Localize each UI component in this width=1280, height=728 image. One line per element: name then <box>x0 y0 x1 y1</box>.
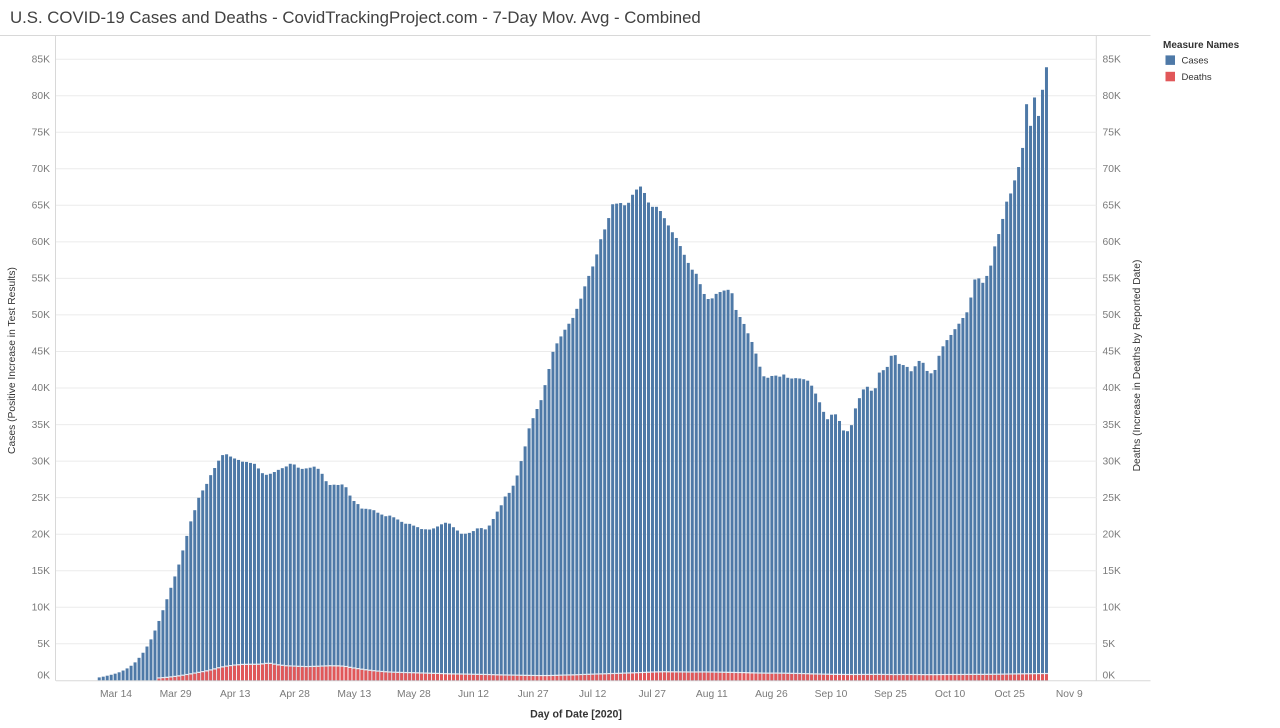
svg-text:85K: 85K <box>1103 54 1121 65</box>
svg-text:40K: 40K <box>32 383 50 394</box>
svg-text:Oct 25: Oct 25 <box>995 689 1026 700</box>
svg-text:Cases: Cases <box>1182 55 1209 66</box>
svg-text:45K: 45K <box>32 347 50 358</box>
svg-text:Mar 29: Mar 29 <box>160 689 192 700</box>
svg-text:Jul 12: Jul 12 <box>579 689 607 700</box>
svg-text:20K: 20K <box>32 529 50 540</box>
svg-text:Aug 11: Aug 11 <box>696 689 728 700</box>
svg-text:50K: 50K <box>1103 310 1121 321</box>
svg-text:Nov 9: Nov 9 <box>1056 689 1083 700</box>
svg-text:Apr 13: Apr 13 <box>220 689 251 700</box>
svg-text:May 28: May 28 <box>397 689 431 700</box>
svg-text:30K: 30K <box>32 456 50 467</box>
svg-text:Jun 12: Jun 12 <box>458 689 489 700</box>
svg-text:40K: 40K <box>1103 383 1121 394</box>
svg-text:75K: 75K <box>1103 128 1121 139</box>
svg-text:Sep 10: Sep 10 <box>815 689 848 700</box>
svg-text:60K: 60K <box>32 237 50 248</box>
svg-text:25K: 25K <box>1103 493 1121 504</box>
svg-text:May 13: May 13 <box>337 689 371 700</box>
svg-text:35K: 35K <box>32 420 50 431</box>
svg-text:55K: 55K <box>32 274 50 285</box>
svg-text:Oct 10: Oct 10 <box>935 689 966 700</box>
svg-text:60K: 60K <box>1103 237 1121 248</box>
svg-text:70K: 70K <box>1103 164 1121 175</box>
svg-text:Deaths (Increase in Deaths by: Deaths (Increase in Deaths by Reported D… <box>1132 260 1143 472</box>
svg-text:Apr 28: Apr 28 <box>280 689 311 700</box>
svg-text:Jun 27: Jun 27 <box>518 689 549 700</box>
svg-text:0K: 0K <box>37 670 50 681</box>
svg-text:Mar 14: Mar 14 <box>100 689 132 700</box>
svg-text:75K: 75K <box>32 128 50 139</box>
svg-text:Measure Names: Measure Names <box>1163 40 1240 51</box>
svg-text:Deaths: Deaths <box>1182 72 1212 83</box>
svg-text:55K: 55K <box>1103 274 1121 285</box>
svg-text:15K: 15K <box>32 566 50 577</box>
svg-text:15K: 15K <box>1103 566 1121 577</box>
svg-text:U.S. COVID-19 Cases and Deaths: U.S. COVID-19 Cases and Deaths - CovidTr… <box>10 8 701 27</box>
svg-text:10K: 10K <box>32 602 50 613</box>
svg-text:25K: 25K <box>32 493 50 504</box>
svg-text:Cases (Positive Increase in Te: Cases (Positive Increase in Test Results… <box>7 267 18 454</box>
svg-text:45K: 45K <box>1103 347 1121 358</box>
svg-text:20K: 20K <box>1103 529 1121 540</box>
svg-text:80K: 80K <box>32 91 50 102</box>
svg-text:Sep 25: Sep 25 <box>874 689 907 700</box>
svg-text:80K: 80K <box>1103 91 1121 102</box>
svg-text:5K: 5K <box>1103 639 1116 650</box>
svg-text:Day of Date [2020]: Day of Date [2020] <box>530 709 622 721</box>
svg-text:70K: 70K <box>32 164 50 175</box>
svg-text:65K: 65K <box>1103 201 1121 212</box>
svg-text:5K: 5K <box>37 639 50 650</box>
svg-text:Jul 27: Jul 27 <box>638 689 666 700</box>
svg-text:0K: 0K <box>1103 670 1116 681</box>
svg-text:35K: 35K <box>1103 420 1121 431</box>
svg-text:10K: 10K <box>1103 602 1121 613</box>
svg-text:50K: 50K <box>32 310 50 321</box>
svg-text:85K: 85K <box>32 54 50 65</box>
svg-text:Aug 26: Aug 26 <box>755 689 788 700</box>
svg-text:30K: 30K <box>1103 456 1121 467</box>
svg-text:65K: 65K <box>32 201 50 212</box>
